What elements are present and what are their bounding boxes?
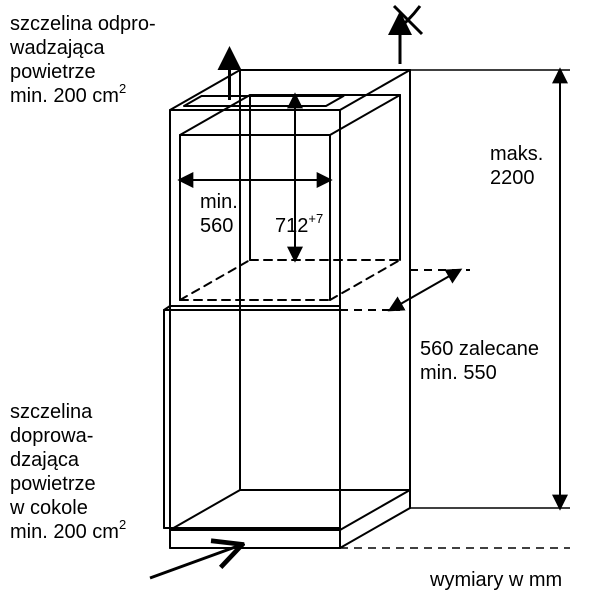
air-inlet-note-l1: szczelina bbox=[10, 401, 93, 423]
depth-l2: min. 550 bbox=[420, 362, 497, 384]
width-min-l1: min. bbox=[200, 191, 238, 213]
max-height-l2: 2200 bbox=[490, 167, 535, 189]
air-outlet-note-l4: min. 200 cm2 bbox=[10, 81, 126, 107]
air-inlet-note-l6: min. 200 cm2 bbox=[10, 517, 126, 543]
air-outlet-note-l1: szczelina odpro- bbox=[10, 13, 156, 35]
air-inlet-note-l4: powietrze bbox=[10, 473, 96, 495]
air-inlet-note-l2: doprowa- bbox=[10, 425, 93, 447]
max-height-l1: maks. bbox=[490, 143, 543, 165]
opening-height: 712+7 bbox=[275, 211, 323, 237]
air-inlet-note-l5: w cokole bbox=[9, 497, 88, 519]
air-outlet-note-l3: powietrze bbox=[10, 61, 96, 83]
units-note: wymiary w mm bbox=[429, 569, 562, 591]
air-outlet-note-l2: wadzająca bbox=[9, 37, 105, 59]
width-min-l2: 560 bbox=[200, 215, 233, 237]
depth-l1: 560 zalecane bbox=[420, 338, 539, 360]
air-inlet-note-l3: dzająca bbox=[10, 449, 80, 471]
installation-diagram: szczelina odpro- wadzająca powietrze min… bbox=[0, 0, 590, 600]
dimension-lines bbox=[150, 6, 570, 578]
